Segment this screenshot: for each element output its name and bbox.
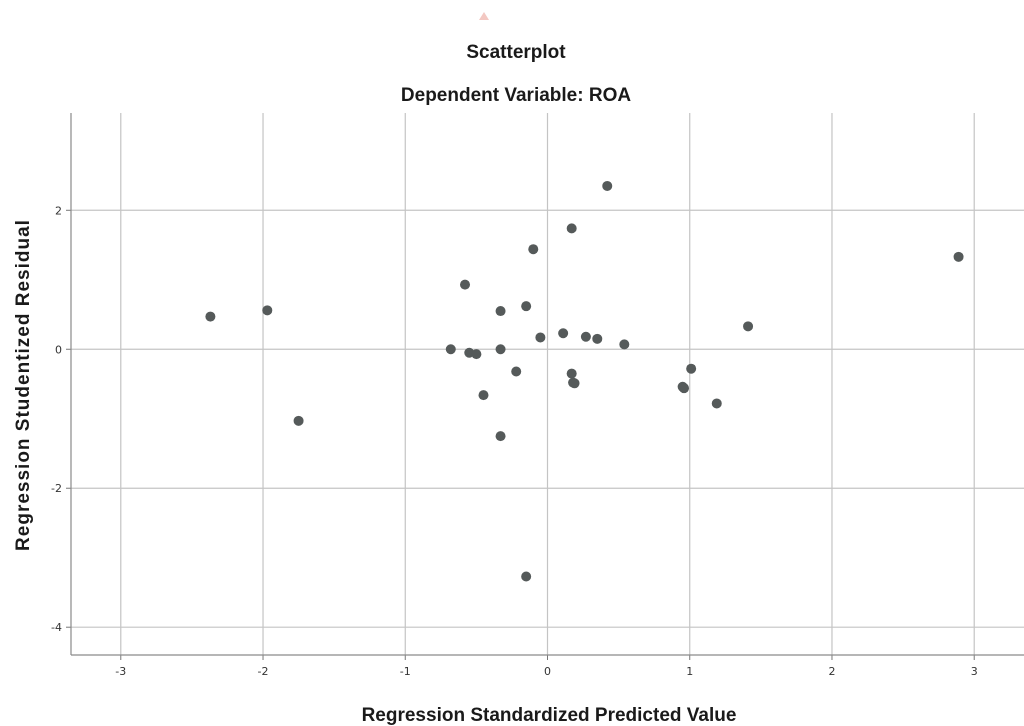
chart-title: Scatterplot <box>466 42 566 63</box>
data-point <box>679 383 690 394</box>
data-point <box>535 332 546 343</box>
data-point <box>686 363 697 374</box>
chart-subtitle: Dependent Variable: ROA <box>401 85 631 106</box>
x-tick-label: -2 <box>258 665 269 678</box>
x-axis-label: Regression Standardized Predicted Value <box>362 705 737 726</box>
data-point <box>602 180 613 191</box>
data-point <box>478 390 489 401</box>
data-point <box>471 349 482 360</box>
data-point <box>495 344 506 355</box>
x-tick-label: 1 <box>686 665 693 678</box>
plot-area: -3 -2 -1 0 1 2 3 -4 -2 0 2 <box>51 113 1024 678</box>
x-tick-label: 2 <box>828 665 835 678</box>
data-point <box>293 415 304 426</box>
data-point <box>205 311 216 322</box>
data-point <box>521 301 532 312</box>
x-tick-label: 3 <box>971 665 978 678</box>
data-point <box>953 251 964 262</box>
data-point <box>711 398 722 409</box>
data-point <box>495 431 506 442</box>
data-point <box>566 223 577 234</box>
data-point <box>521 571 532 582</box>
y-tick-label: 2 <box>55 204 62 217</box>
data-point <box>495 306 506 317</box>
data-point <box>558 328 569 339</box>
data-point <box>511 366 522 377</box>
y-axis-label: Regression Studentized Residual <box>13 219 34 551</box>
y-tick-label: -4 <box>51 621 62 634</box>
y-tick-label: -2 <box>51 482 62 495</box>
data-point <box>592 333 603 344</box>
data-point <box>569 378 580 389</box>
x-tick-label: -3 <box>115 665 126 678</box>
data-point <box>743 321 754 332</box>
data-point <box>580 331 591 342</box>
data-point <box>460 279 471 290</box>
data-point <box>262 305 273 316</box>
x-tick-label: -1 <box>400 665 411 678</box>
x-tick-label: 0 <box>544 665 551 678</box>
data-point <box>445 344 456 355</box>
y-tick-label: 0 <box>55 343 62 356</box>
data-point <box>528 244 539 255</box>
marker-icon <box>479 12 489 20</box>
data-point <box>566 368 577 379</box>
data-point <box>619 339 630 350</box>
